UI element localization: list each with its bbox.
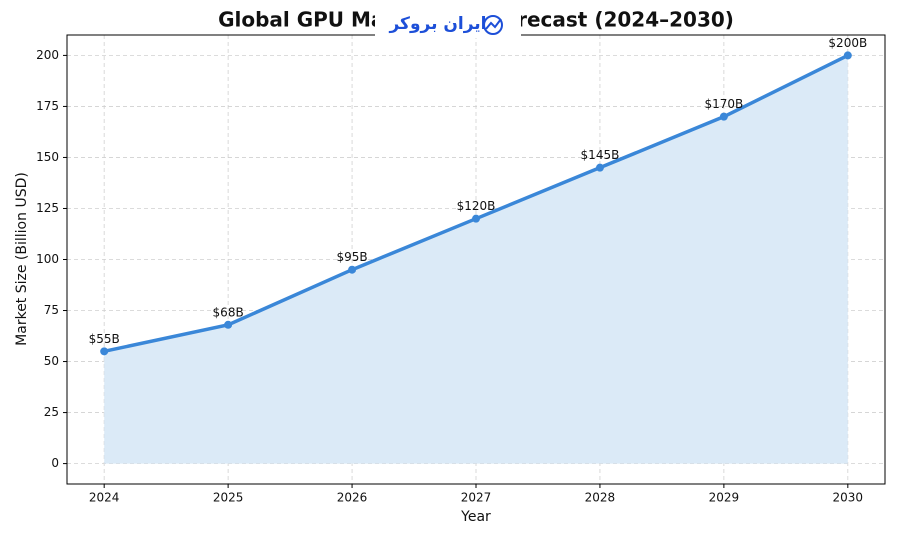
value-label: $170B [704, 97, 743, 111]
watermark-icon [483, 15, 503, 35]
y-tick-label: 75 [44, 303, 59, 317]
x-tick-label: 2024 [89, 491, 120, 505]
point [595, 163, 604, 172]
x-tick-label: 2028 [585, 491, 616, 505]
x-tick-label: 2027 [461, 491, 492, 505]
point [719, 112, 728, 121]
y-axis-label: Market Size (Billion USD) [14, 172, 30, 346]
point [472, 214, 480, 223]
y-tick-label: 125 [36, 201, 59, 215]
x-tick-label: 2026 [337, 491, 368, 505]
watermark: ایران بروکر [388, 14, 486, 34]
value-label: $145B [581, 148, 620, 162]
value-label: $95B [336, 250, 367, 264]
y-tick-label: 0 [51, 456, 59, 470]
point [100, 347, 109, 356]
point [224, 320, 233, 329]
y-tick-label: 100 [36, 252, 59, 266]
x-tick-label: 2030 [833, 491, 864, 505]
x-tick-label: 2029 [709, 491, 740, 505]
value-label: $68B [213, 305, 244, 319]
value-label: $120B [457, 199, 496, 213]
x-tick-label: 2025 [213, 491, 244, 505]
value-label: $200B [828, 36, 867, 50]
point [843, 51, 852, 60]
y-tick-label: 25 [44, 405, 59, 419]
area [104, 55, 848, 464]
value-label: $55B [89, 332, 120, 346]
y-tick-label: 175 [36, 99, 59, 113]
x-axis-label: Year [460, 509, 491, 525]
point [348, 265, 357, 274]
y-tick-label: 150 [36, 150, 59, 164]
y-tick-label: 50 [44, 354, 59, 368]
y-tick-label: 200 [36, 48, 59, 62]
